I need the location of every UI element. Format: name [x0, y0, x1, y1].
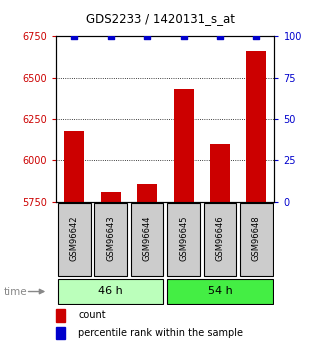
Bar	[204, 203, 236, 276]
Bar	[56, 327, 65, 339]
Text: 54 h: 54 h	[207, 286, 232, 296]
Bar	[167, 203, 200, 276]
Text: GSM96645: GSM96645	[179, 216, 188, 261]
Point	[254, 33, 259, 39]
Text: GSM96642: GSM96642	[70, 216, 79, 261]
Text: 46 h: 46 h	[98, 286, 123, 296]
Text: GSM96643: GSM96643	[106, 215, 115, 261]
Text: GDS2233 / 1420131_s_at: GDS2233 / 1420131_s_at	[86, 12, 235, 25]
Bar	[58, 279, 163, 304]
Text: GSM96648: GSM96648	[252, 215, 261, 261]
Bar	[240, 203, 273, 276]
Point	[72, 33, 77, 39]
Text: time: time	[3, 287, 27, 296]
Bar	[64, 131, 84, 202]
Text: GSM96646: GSM96646	[215, 215, 224, 261]
Bar	[246, 51, 266, 202]
Bar	[210, 144, 230, 202]
Bar	[58, 203, 91, 276]
Bar	[56, 309, 65, 322]
Bar	[167, 279, 273, 304]
Bar	[131, 203, 163, 276]
Bar	[137, 184, 157, 202]
Bar	[101, 192, 121, 202]
Text: percentile rank within the sample: percentile rank within the sample	[78, 328, 243, 337]
Point	[181, 33, 186, 39]
Text: count: count	[78, 310, 106, 320]
Point	[108, 33, 113, 39]
Bar	[94, 203, 127, 276]
Text: GSM96644: GSM96644	[143, 216, 152, 261]
Bar	[173, 89, 194, 202]
Point	[144, 33, 150, 39]
Point	[217, 33, 222, 39]
